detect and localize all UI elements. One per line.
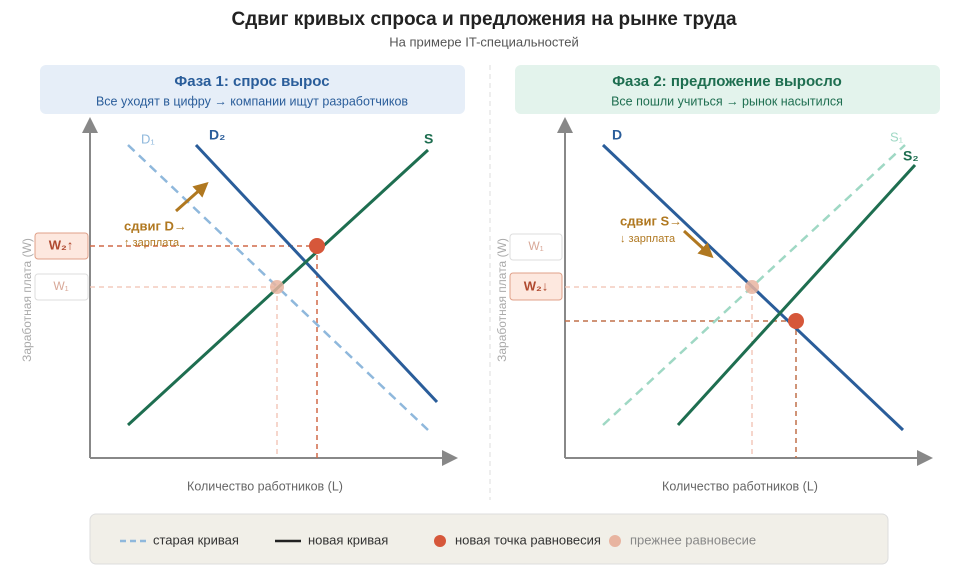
legend-label: новая точка равновесия (455, 532, 601, 547)
legend-swatch (434, 535, 446, 547)
price-box (509, 272, 563, 301)
curve-label: D (612, 127, 622, 143)
shift-arrow (175, 182, 209, 213)
subtitle: На примере IT-специальностей (389, 34, 578, 49)
panel-subtitle: Все пошли учиться → рынок насытился (611, 94, 843, 108)
legend-box (89, 513, 889, 565)
old-demand (127, 144, 429, 431)
y-label: Заработная плата (W) (495, 238, 509, 362)
annotation: сдвиг D→ (124, 218, 187, 233)
price-box (509, 233, 563, 261)
annotation: сдвиг S→ (620, 213, 682, 228)
annotation: ↓ зарплата (620, 233, 676, 245)
old-supply (602, 144, 906, 426)
legend-swatch (609, 535, 621, 547)
price-box (34, 273, 89, 301)
annotation: ↑ зарплата (124, 237, 180, 249)
curve-label: D₂ (209, 127, 225, 143)
new-demand (194, 143, 439, 404)
old-equilibrium (745, 280, 759, 294)
curve-label: S₁ (890, 129, 904, 144)
panel-header (40, 65, 465, 114)
shift-arrow (682, 229, 714, 259)
new-supply (676, 163, 917, 427)
price-box (34, 232, 89, 260)
price-label: W₁ (53, 279, 68, 293)
x-label: Количество работников (L) (187, 479, 343, 493)
panel-2: Фаза 2: предложение выросло Все пошли уч… (495, 65, 940, 493)
curve-label: D₁ (141, 131, 155, 146)
panel-title: Фаза 1: спрос вырос (174, 73, 329, 90)
x-label: Количество работников (L) (662, 479, 818, 493)
title: Сдвиг кривых спроса и предложения на рын… (231, 9, 736, 30)
price-label: W₂↑ (49, 237, 74, 252)
new-equilibrium (788, 313, 804, 329)
old-equilibrium (270, 280, 284, 294)
curve-label: S₂ (903, 148, 919, 164)
price-label: W₂↓ (524, 278, 549, 293)
panel-title: Фаза 2: предложение выросло (612, 73, 842, 90)
legend-label: прежнее равновесие (630, 532, 756, 547)
price-label: W₁ (528, 239, 543, 253)
legend-label: старая кривая (153, 532, 239, 547)
legend: старая кривая новая кривая новая точка р… (89, 513, 889, 565)
legend-label: новая кривая (308, 532, 388, 547)
panel-subtitle: Все уходят в цифру → компании ищут разра… (96, 94, 408, 108)
panel-header (515, 65, 940, 114)
y-label: Заработная плата (W) (20, 238, 34, 362)
panel-1: Фаза 1: спрос вырос Все уходят в цифру →… (20, 65, 465, 493)
new-equilibrium (309, 238, 325, 254)
curve-label: S (424, 131, 433, 147)
